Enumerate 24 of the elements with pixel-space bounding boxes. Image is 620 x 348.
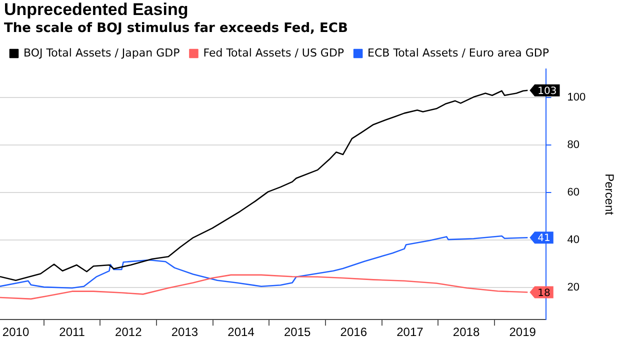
x-tick-label: 2011: [59, 325, 86, 340]
x-tick-label: 2012: [115, 325, 142, 340]
x-tick-label: 2014: [228, 325, 255, 340]
x-tick-label: 2018: [452, 325, 480, 340]
data-label: 41: [538, 233, 550, 244]
x-tick-label: 2016: [340, 325, 368, 340]
legend-label: BOJ Total Assets / Japan GDP: [24, 46, 180, 60]
data-label: 103: [538, 86, 557, 97]
x-tick-label: 2017: [396, 325, 424, 340]
chart-subtitle: The scale of BOJ stimulus far exceeds Fed, ECB: [4, 21, 348, 36]
y-tick-label: 100: [567, 92, 586, 104]
y-tick-label: 80: [567, 139, 580, 152]
x-tick-label: 2015: [284, 325, 312, 340]
chart-title: Unprecedented Easing: [4, 0, 188, 20]
legend-label: Fed Total Assets / US GDP: [203, 46, 344, 60]
y-tick-label: 20: [567, 282, 580, 294]
x-tick-label: 2013: [171, 325, 198, 340]
data-label: 18: [538, 288, 550, 299]
y-tick-label: 60: [567, 186, 580, 199]
y-axis-title: Percent: [602, 174, 616, 216]
y-tick-label: 40: [567, 234, 580, 246]
legend-label: ECB Total Assets / Euro area GDP: [368, 46, 550, 60]
x-tick-label: 2010: [2, 325, 30, 340]
x-tick-label: 2019: [509, 325, 536, 340]
